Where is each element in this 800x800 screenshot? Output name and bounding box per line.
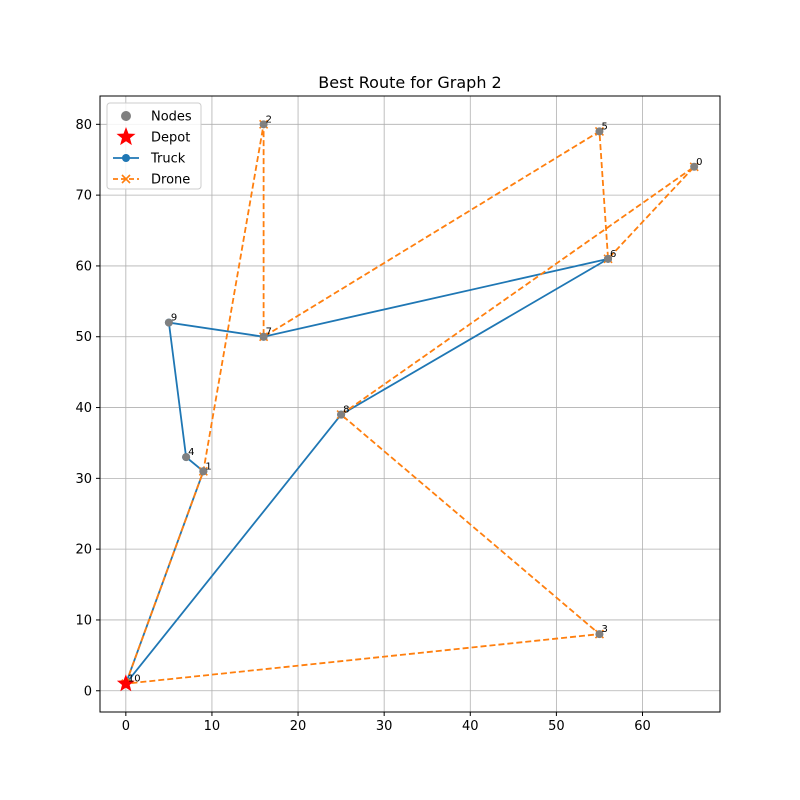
y-tick-label: 40 [75, 401, 92, 416]
x-tick-label: 10 [204, 719, 221, 734]
node-label: 7 [266, 327, 272, 338]
legend-drone-marker [121, 174, 131, 184]
legend-label: Nodes [151, 110, 192, 125]
y-tick-label: 80 [75, 118, 92, 133]
legend-label: Truck [150, 152, 186, 167]
node-label: 5 [601, 121, 607, 132]
node-labels-layer: 0 1 2 3 4 5 6 7 8 9 10 [128, 114, 703, 684]
node-point [595, 127, 604, 136]
node-point [182, 453, 191, 462]
legend-depot-star-icon [116, 127, 136, 146]
legend: Nodes Depot Truck Drone [106, 102, 202, 190]
x-tick-label: 40 [462, 719, 479, 734]
y-tick-label: 20 [75, 543, 92, 558]
legend-truck-marker [122, 154, 130, 162]
y-tick-label: 50 [75, 330, 92, 345]
legend-label: Depot [151, 131, 190, 146]
y-tick-label: 60 [75, 259, 92, 274]
depot-star-icon [116, 674, 135, 692]
node-label: 0 [696, 157, 702, 168]
y-tick-label: 10 [75, 613, 92, 628]
node-point [164, 318, 173, 327]
x-tick-label: 30 [376, 719, 393, 734]
legend-label: Drone [151, 173, 190, 188]
x-tick-label: 60 [634, 719, 651, 734]
node-point [595, 630, 604, 639]
x-tick-label: 20 [290, 719, 307, 734]
legend-box [106, 102, 202, 190]
y-tick-label: 0 [84, 684, 92, 699]
node-point [199, 467, 208, 476]
legend-nodes-marker [121, 111, 131, 121]
chart-title: Best Route for Graph 2 [318, 73, 501, 92]
y-tick-label: 70 [75, 189, 92, 204]
node-point [604, 254, 613, 263]
node-label: 3 [601, 624, 607, 635]
node-label: 10 [128, 674, 141, 685]
node-label: 2 [266, 114, 272, 125]
grid [100, 96, 720, 712]
axes-frame [99, 95, 721, 713]
node-label: 6 [610, 249, 616, 260]
node-point [337, 410, 346, 419]
x-tick-label: 0 [122, 719, 130, 734]
x-tick-label: 50 [548, 719, 565, 734]
node-label: 4 [188, 447, 194, 458]
node-point [259, 120, 268, 129]
node-label: 1 [205, 461, 211, 472]
node-point [259, 332, 268, 341]
node-label: 9 [171, 313, 177, 324]
nodes-layer [116, 120, 699, 692]
drone-route-line [124, 124, 695, 685]
node-label: 8 [343, 405, 349, 416]
node-point [690, 162, 699, 171]
y-tick-label: 30 [75, 472, 92, 487]
